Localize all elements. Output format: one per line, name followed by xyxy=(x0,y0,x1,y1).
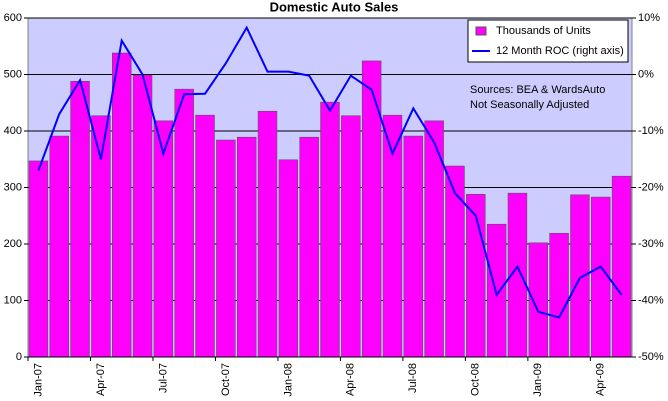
y2-tick-label: -30% xyxy=(638,238,664,250)
bar xyxy=(611,175,632,358)
x-tick-label: Jan-08 xyxy=(282,363,294,397)
y-tick-label: 400 xyxy=(4,125,22,137)
bar xyxy=(320,101,340,358)
line xyxy=(37,25,623,319)
y2-tick-label: 0% xyxy=(638,68,654,80)
x-tick-label: Jul-07 xyxy=(157,363,169,393)
bar xyxy=(195,114,215,358)
y2-tick-label: -50% xyxy=(638,351,664,363)
bar xyxy=(299,136,319,358)
bar xyxy=(257,110,278,358)
bar xyxy=(341,115,361,358)
y2-tick-label: -40% xyxy=(638,294,664,306)
bar xyxy=(236,136,257,358)
bar xyxy=(361,60,382,358)
bar xyxy=(549,232,569,358)
y2-tick-label: -20% xyxy=(638,181,664,193)
y2-tick-label: 10% xyxy=(638,12,660,24)
x-tick-label: Oct-07 xyxy=(220,363,232,396)
x-tick-label: Oct-08 xyxy=(470,363,482,396)
y-tick-label: 100 xyxy=(4,294,22,306)
y-tick-label: 300 xyxy=(4,181,22,193)
bar xyxy=(112,52,132,358)
bar xyxy=(28,160,49,358)
x-tick-label: Jan-09 xyxy=(532,363,544,397)
bar xyxy=(216,139,236,358)
bar xyxy=(445,165,465,358)
legend-label: Thousands of Units xyxy=(496,25,591,37)
y-tick-label: 500 xyxy=(4,68,22,80)
x-tick-label: Apr-09 xyxy=(595,363,607,396)
y-tick-label: 200 xyxy=(4,238,22,250)
annotation: Not Seasonally Adjusted xyxy=(470,99,589,111)
legend-label: 12 Month ROC (right axis) xyxy=(496,45,624,57)
x-tick-label: Apr-08 xyxy=(345,363,357,396)
bar xyxy=(132,74,153,358)
bar xyxy=(570,194,590,358)
bar xyxy=(486,223,507,358)
x-tick-label: Jul-08 xyxy=(407,363,419,393)
bar xyxy=(70,80,90,358)
bar xyxy=(49,135,69,358)
legend-swatch xyxy=(475,26,487,36)
y-tick-label: 0 xyxy=(16,351,22,363)
x-tick-label: Apr-07 xyxy=(95,363,107,396)
y-tick-label: 600 xyxy=(4,12,22,24)
bar xyxy=(91,115,111,358)
annotation: Sources: BEA & WardsAuto xyxy=(470,84,605,96)
bar xyxy=(528,242,548,358)
bar xyxy=(403,135,424,358)
legend-box xyxy=(467,19,629,63)
chart-title: Domestic Auto Sales xyxy=(270,0,399,14)
bar xyxy=(174,88,194,358)
bar xyxy=(278,159,299,358)
y2-tick-label: -10% xyxy=(638,125,664,137)
x-tick-label: Jan-07 xyxy=(32,363,44,397)
